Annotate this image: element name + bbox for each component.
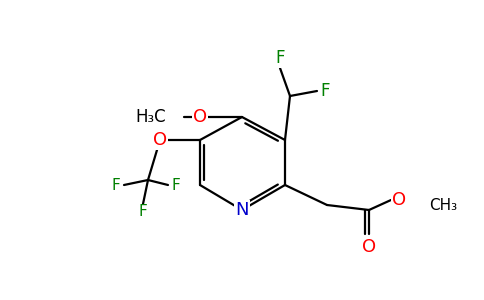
Text: F: F	[112, 178, 121, 193]
Text: O: O	[392, 191, 406, 209]
Text: O: O	[362, 238, 376, 256]
Text: F: F	[275, 49, 285, 67]
Text: O: O	[193, 108, 207, 126]
Text: CH₃: CH₃	[429, 197, 457, 212]
Text: F: F	[320, 82, 330, 100]
Text: O: O	[153, 131, 167, 149]
Text: F: F	[172, 178, 181, 193]
Text: H₃C: H₃C	[136, 108, 166, 126]
Text: N: N	[235, 201, 249, 219]
Text: F: F	[138, 205, 147, 220]
